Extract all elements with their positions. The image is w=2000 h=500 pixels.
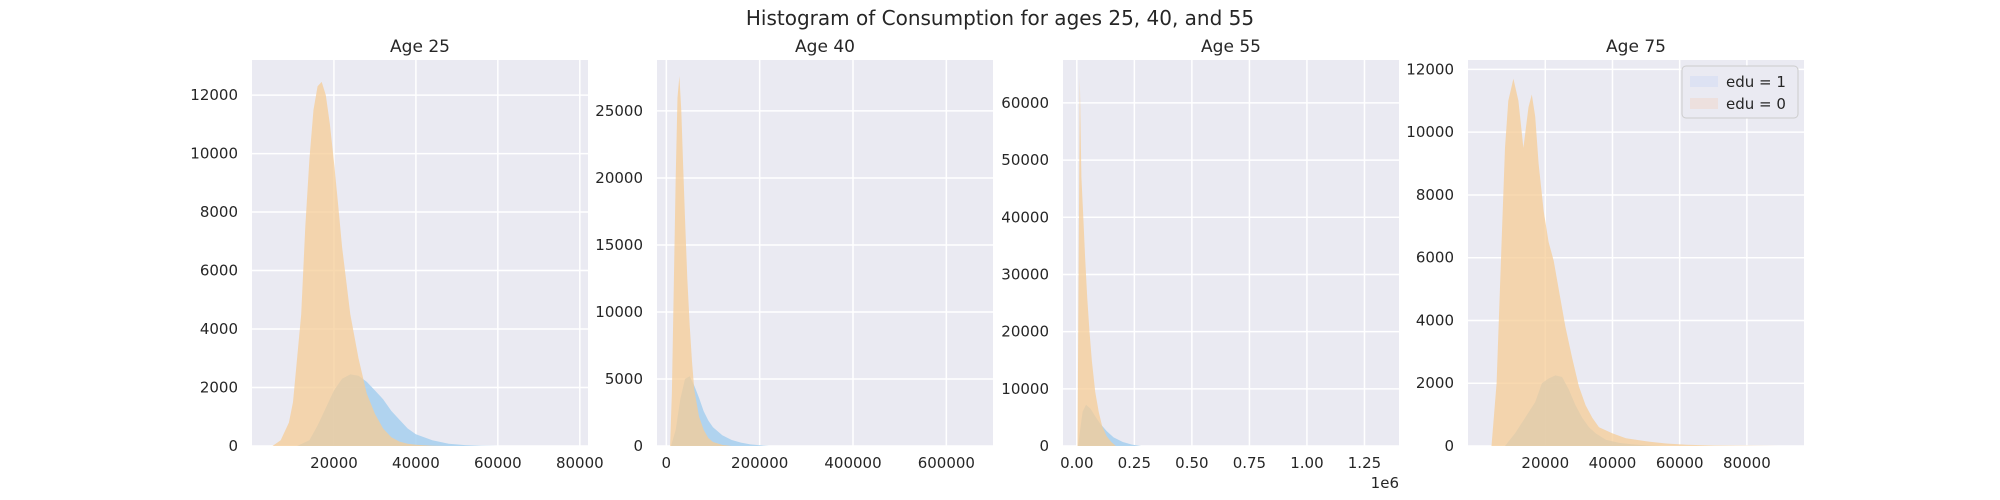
y-tick-label: 20000	[1001, 323, 1049, 341]
x-tick-label: 0.00	[1060, 454, 1093, 472]
y-tick-label: 0	[228, 437, 238, 455]
y-tick-label: 8000	[200, 203, 238, 221]
y-tick-label: 4000	[200, 320, 238, 338]
figure-title: Histogram of Consumption for ages 25, 40…	[745, 6, 1255, 30]
legend-swatch	[1690, 98, 1718, 109]
y-tick-label: 0	[1039, 437, 1049, 455]
x-tick-label: 20000	[310, 454, 358, 472]
x-tick-label: 0.25	[1118, 454, 1151, 472]
y-tick-label: 10000	[1001, 380, 1049, 398]
y-tick-label: 30000	[1001, 265, 1049, 283]
panel-title: Age 40	[795, 37, 855, 57]
x-tick-label: 400000	[824, 454, 881, 472]
y-tick-label: 12000	[190, 86, 238, 104]
x-tick-label: 0.50	[1175, 454, 1208, 472]
axis-offset-label: 1e6	[1371, 474, 1399, 492]
y-tick-label: 6000	[200, 262, 238, 280]
x-tick-label: 1.25	[1348, 454, 1381, 472]
y-tick-label: 25000	[595, 102, 643, 120]
x-tick-label: 1.00	[1290, 454, 1323, 472]
panel-3: 0.00 0.25 0.50 0.75 1.00 1.25 0 10000 20000 30000…	[1001, 37, 1399, 492]
y-tick-label: 5000	[605, 370, 643, 388]
x-tick-label: 0	[662, 454, 672, 472]
panel-title: Age 55	[1201, 37, 1261, 57]
series-edu0-area	[1077, 77, 1116, 446]
legend-swatch	[1690, 76, 1718, 87]
x-tick-label: 20000	[1521, 454, 1569, 472]
x-tick-label: 600000	[918, 454, 975, 472]
series-edu0-area	[1491, 78, 1781, 447]
y-tick-label: 12000	[1406, 60, 1454, 78]
y-tick-label: 2000	[200, 379, 238, 397]
y-tick-label: 0	[1444, 437, 1454, 455]
legend-label: edu = 1	[1726, 73, 1786, 91]
series-edu0-area	[272, 81, 449, 447]
y-tick-label: 10000	[190, 145, 238, 163]
y-tick-label: 10000	[1406, 123, 1454, 141]
y-tick-label: 0	[633, 437, 643, 455]
x-tick-label: 200000	[731, 454, 788, 472]
y-tick-label: 8000	[1416, 186, 1454, 204]
x-tick-label: 0.75	[1233, 454, 1266, 472]
legend: edu = 1 edu = 0	[1681, 65, 1799, 119]
legend-label: edu = 0	[1726, 95, 1786, 113]
panel-4: 20000 40000 60000 80000 0 2000 4000 6000 8000 100…	[1406, 37, 1804, 472]
panel-1: 20000 40000 60000 80000 0 2000 4000 6000 8000 100…	[190, 37, 603, 472]
x-tick-label: 40000	[392, 454, 440, 472]
panel-title: Age 75	[1606, 37, 1666, 57]
y-tick-label: 50000	[1001, 151, 1049, 169]
y-tick-label: 20000	[595, 169, 643, 187]
y-tick-label: 15000	[595, 236, 643, 254]
y-tick-label: 40000	[1001, 208, 1049, 226]
plot-background	[1063, 60, 1399, 446]
x-tick-label: 60000	[474, 454, 522, 472]
y-tick-label: 2000	[1416, 374, 1454, 392]
y-tick-label: 4000	[1416, 311, 1454, 329]
series-edu0-area	[670, 76, 732, 446]
x-tick-label: 80000	[556, 454, 604, 472]
plot-background	[657, 60, 993, 446]
y-tick-label: 6000	[1416, 249, 1454, 267]
panel-2: 0 200000 400000 600000 0 5000 10000 15000 20000 2…	[595, 37, 993, 472]
panel-title: Age 25	[390, 37, 450, 57]
x-tick-label: 80000	[1723, 454, 1771, 472]
y-tick-label: 10000	[595, 303, 643, 321]
x-tick-label: 40000	[1589, 454, 1637, 472]
x-tick-label: 60000	[1656, 454, 1704, 472]
y-tick-label: 60000	[1001, 94, 1049, 112]
